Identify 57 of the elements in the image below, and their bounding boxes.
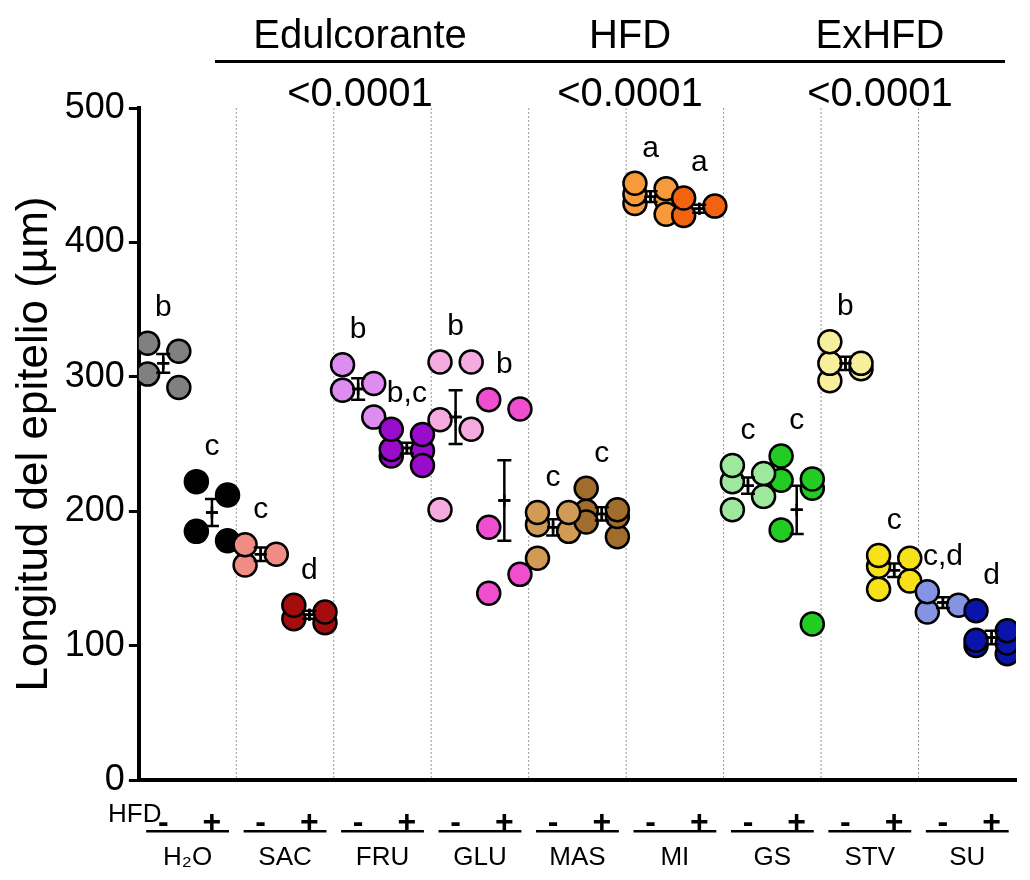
y-tick-label: 0 xyxy=(104,756,125,798)
text: H₂O xyxy=(163,841,213,872)
annotation: b,c xyxy=(386,375,427,409)
annotation: <0.0001 xyxy=(807,70,953,114)
x-tick-label: + xyxy=(300,803,319,840)
x-tick-label: + xyxy=(397,803,417,840)
annotation: c xyxy=(740,411,756,445)
text: STV xyxy=(844,841,896,872)
annotation: c xyxy=(886,501,902,535)
x-tick-label: - xyxy=(742,803,754,840)
x-tick-label: + xyxy=(202,803,222,840)
annotation: c xyxy=(253,491,269,525)
y-tick-label: 500 xyxy=(64,84,125,126)
annotation: b xyxy=(349,310,367,344)
x-tick-label: + xyxy=(592,803,612,840)
text: MAS xyxy=(549,841,606,872)
text: SAC xyxy=(258,841,312,872)
x-tick-label: + xyxy=(982,803,1001,840)
x-tick-label: + xyxy=(494,803,514,840)
annotation: c xyxy=(545,458,561,492)
x-tick-label: - xyxy=(450,803,461,840)
y-tick-label: 100 xyxy=(64,622,125,664)
text: ExHFD xyxy=(815,12,945,56)
y-tick-label: 300 xyxy=(64,353,125,395)
text: MI xyxy=(660,841,690,872)
annotation: b xyxy=(837,288,854,322)
annotation: c,d xyxy=(922,538,963,572)
text: FRU xyxy=(355,841,410,872)
annotation: <0.0001 xyxy=(557,70,703,114)
y-tick-label: 400 xyxy=(64,219,125,261)
text: GLU xyxy=(453,841,507,872)
annotation: <0.0001 xyxy=(287,70,433,114)
annotation: b xyxy=(447,308,464,342)
annotation: a xyxy=(690,144,708,178)
annotation: b xyxy=(495,345,513,379)
text: Edulcorante xyxy=(253,12,467,56)
annotation: a xyxy=(642,129,660,163)
y-axis-title: Longitud del epitelio (µm) xyxy=(6,196,56,692)
x-tick-label: - xyxy=(645,803,656,840)
annotation: d xyxy=(983,556,1000,590)
x-tick-label: - xyxy=(937,803,949,840)
annotation: c xyxy=(789,402,805,436)
annotation: c xyxy=(594,434,610,468)
x-tick-label: - xyxy=(840,803,851,840)
annotation: c xyxy=(204,427,220,461)
x-tick-label: + xyxy=(689,803,709,840)
x-tick-label: + xyxy=(787,803,807,840)
text: SU xyxy=(949,841,986,872)
x-tick-label: + xyxy=(884,803,904,840)
x-tick-label: - xyxy=(352,803,364,840)
text: GS xyxy=(753,841,792,872)
annotation: b xyxy=(154,289,172,323)
annotation: d xyxy=(301,551,318,585)
x-tick-label: - xyxy=(547,803,559,840)
x-tick-label: - xyxy=(255,803,267,840)
y-tick-label: 200 xyxy=(64,488,125,530)
text: HFD xyxy=(588,12,672,56)
